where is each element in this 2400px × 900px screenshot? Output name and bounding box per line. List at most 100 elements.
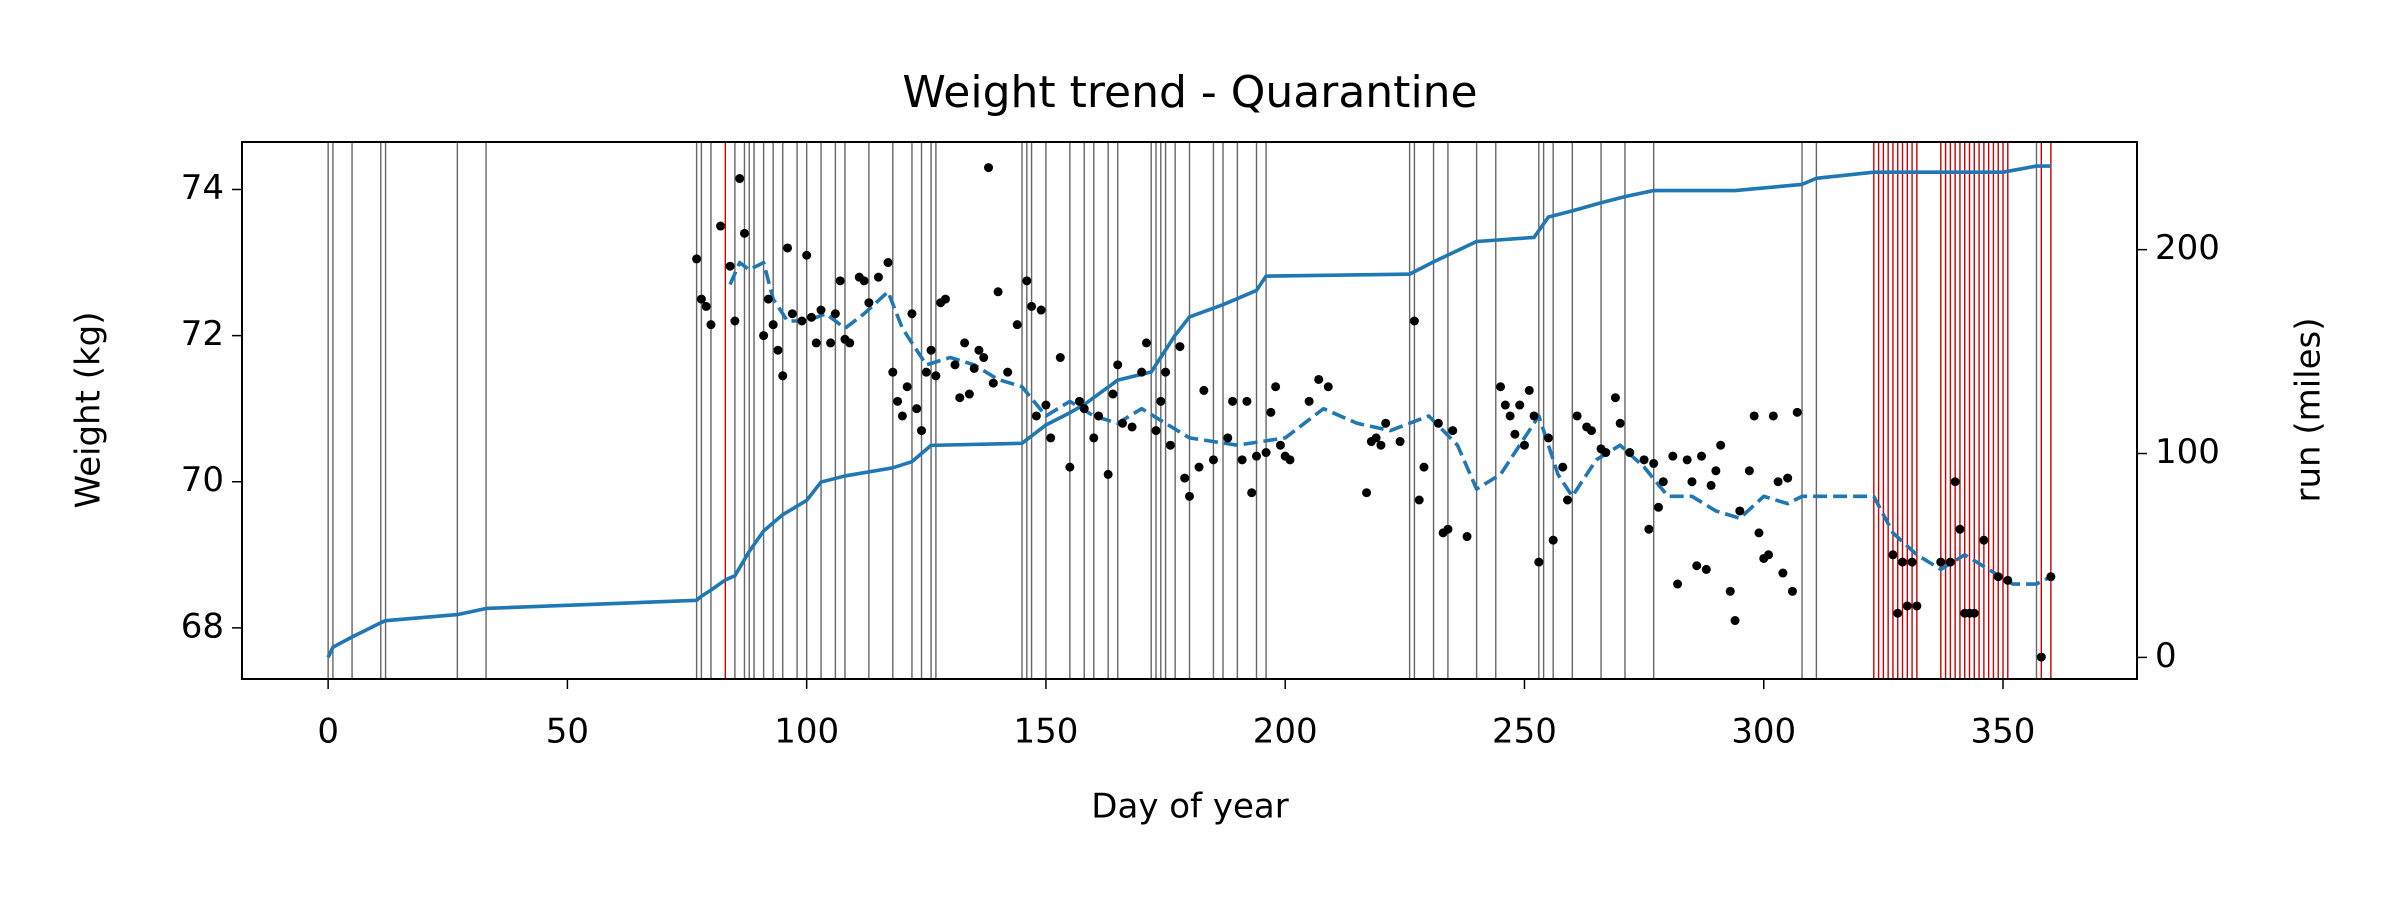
data-point [984,163,994,173]
data-point [1448,426,1458,436]
data-point [1586,426,1596,436]
y-tick-label: 70 [181,460,224,500]
data-point [1022,276,1032,286]
data-point [1697,451,1707,461]
data-point [1462,532,1472,542]
data-point [859,276,869,286]
data-point [696,294,706,304]
data-point [1242,396,1252,406]
data-point [1137,367,1147,377]
y2-tick-label: 0 [2155,636,2177,676]
data-point [1601,448,1611,458]
data-point [1716,440,1726,450]
data-point [1625,448,1635,458]
data-point [1524,385,1534,395]
chart-title: Weight trend - Quarantine [902,67,1477,118]
data-point [1701,564,1711,574]
data-point [1658,477,1668,487]
data-point [926,345,936,355]
data-point [1094,411,1104,421]
data-point [816,305,826,315]
data-point [1687,477,1697,487]
data-point [1314,374,1324,384]
data-point [1175,342,1185,352]
data-point [1103,469,1113,479]
data-point [1936,557,1946,567]
data-point [1744,466,1754,476]
data-point [787,309,797,319]
data-point [1433,418,1443,428]
data-point [907,309,917,319]
data-point [1993,572,2003,582]
data-point [950,360,960,370]
data-point [1089,433,1099,443]
data-point [1730,616,1740,626]
x-tick-label: 50 [546,712,589,752]
data-point [1898,557,1908,567]
data-point [1027,301,1037,311]
data-point [1228,396,1238,406]
data-point [1127,422,1137,432]
data-point [902,382,912,392]
data-point [1185,491,1194,501]
data-point [830,309,840,319]
data-point [955,393,965,403]
data-point [1208,455,1218,465]
data-point [1572,411,1582,421]
data-point [1529,411,1539,421]
data-point [1725,586,1735,596]
data-point [1673,579,1683,589]
data-point [873,272,883,282]
data-point [1055,353,1065,363]
data-point [1519,440,1529,450]
data-point [1950,477,1960,487]
data-point [1362,488,1372,498]
data-point [778,371,788,381]
data-point [1682,455,1692,465]
data-point [912,404,922,414]
plot-frame [241,141,2138,680]
data-point [845,338,855,348]
data-point [1237,455,1247,465]
y-tick-label: 72 [181,314,224,354]
data-point [1409,316,1419,326]
data-point [735,174,745,184]
data-point [1563,495,1573,505]
data-point [1979,535,1989,545]
data-point [1285,455,1295,465]
data-point [1065,462,1075,472]
data-point [1419,462,1429,472]
data-point [701,301,711,311]
data-point [1041,400,1051,410]
data-point [1251,451,1261,461]
data-point [888,367,898,377]
data-point [1304,396,1314,406]
data-point [1141,338,1151,348]
data-point [1912,601,1922,611]
data-point [692,254,702,264]
data-point [1653,502,1663,512]
data-point [1376,440,1386,450]
data-point [1371,433,1381,443]
data-point [1787,586,1797,596]
data-point [739,228,749,238]
data-point [1496,382,1506,392]
data-point [1735,506,1745,516]
data-point [974,345,984,355]
data-point [1768,411,1778,421]
data-point [759,331,769,341]
data-point [1969,608,1979,618]
data-point [1534,557,1544,567]
data-point [725,261,735,271]
data-point [1031,411,1041,421]
data-point [1180,473,1190,483]
data-point [993,287,1003,297]
data-point [1012,320,1022,330]
data-point [1247,488,1257,498]
data-point [1443,524,1453,534]
data-point [1323,382,1333,392]
data-point [1888,550,1898,560]
data-point [1783,473,1793,483]
y-tick-label: 74 [181,168,224,208]
y-tick-label: 68 [181,606,224,646]
